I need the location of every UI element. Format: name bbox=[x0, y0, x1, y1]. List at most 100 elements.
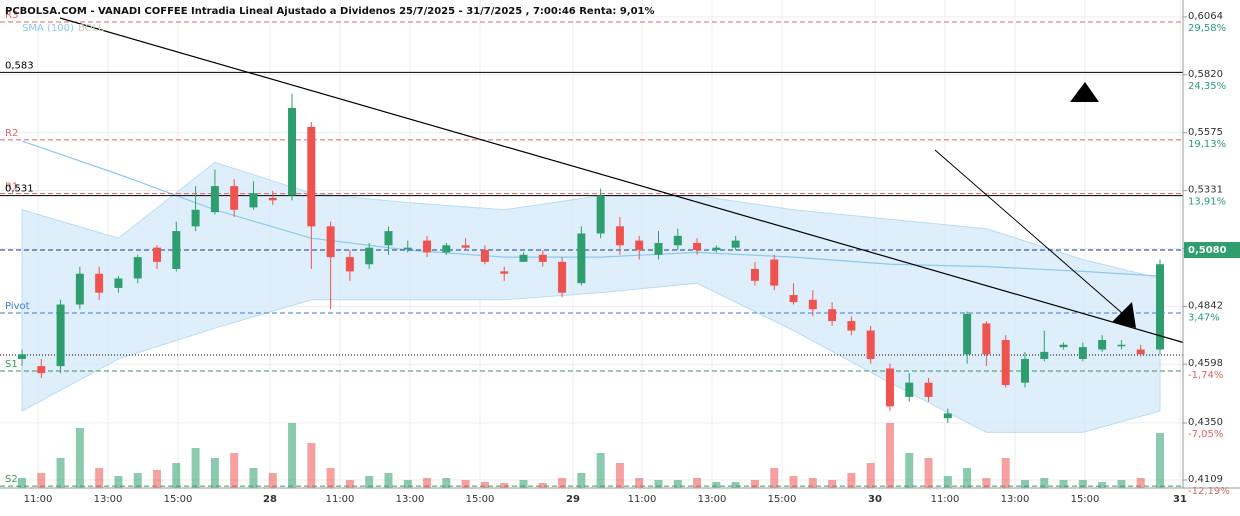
candle-body bbox=[153, 247, 162, 262]
candle-body bbox=[905, 382, 914, 397]
candle-body bbox=[1040, 351, 1049, 359]
volume-bar bbox=[1078, 480, 1087, 488]
trend-line bbox=[934, 149, 1131, 321]
candle-body bbox=[538, 254, 547, 262]
level-label: Pivot bbox=[5, 301, 30, 312]
candle-body bbox=[114, 278, 123, 288]
volume-bar bbox=[654, 480, 663, 488]
candle-body bbox=[1020, 358, 1029, 383]
volume-bar bbox=[712, 482, 721, 488]
arrow-marker bbox=[1070, 82, 1099, 102]
candle-body bbox=[423, 240, 432, 253]
volume-bar bbox=[673, 480, 682, 488]
candle-body bbox=[963, 313, 972, 355]
volume-bar bbox=[326, 468, 335, 488]
volume-bar bbox=[770, 468, 779, 488]
candle-body bbox=[924, 382, 933, 397]
x-tick-label: 31 bbox=[1173, 494, 1187, 505]
volume-bar bbox=[423, 478, 432, 488]
volume-bar bbox=[365, 476, 374, 488]
volume-bar bbox=[982, 478, 991, 488]
candle-body bbox=[866, 330, 875, 359]
candle-body bbox=[191, 209, 200, 227]
candle-body bbox=[1136, 349, 1145, 355]
volume-bar bbox=[191, 448, 200, 488]
x-tick-label: 11:00 bbox=[326, 494, 355, 505]
candle-body bbox=[384, 231, 393, 246]
candle-body bbox=[1117, 344, 1126, 347]
arrow-marker bbox=[1112, 302, 1136, 328]
candle-body bbox=[673, 235, 682, 246]
volume-bar bbox=[1098, 482, 1107, 488]
candle-body bbox=[712, 247, 721, 251]
volume-bar bbox=[538, 483, 547, 488]
y-tick-pct-label: -12,19% bbox=[1188, 486, 1230, 497]
candle-body bbox=[828, 309, 837, 322]
y-tick-pct-label: 24,35% bbox=[1188, 81, 1226, 92]
candle-body bbox=[750, 268, 759, 281]
volume-bar bbox=[210, 458, 219, 488]
level-label: R1 bbox=[5, 182, 18, 193]
level-label: 0,531 bbox=[5, 184, 34, 195]
x-tick-label: 11:00 bbox=[931, 494, 960, 505]
volume-bar bbox=[114, 476, 123, 488]
last-price-label: 0,5080 bbox=[1188, 245, 1227, 256]
candle-body bbox=[885, 368, 894, 407]
volume-bar bbox=[37, 473, 46, 488]
volume-bar bbox=[249, 468, 258, 488]
x-tick-label: 15:00 bbox=[164, 494, 193, 505]
volume-bar bbox=[1059, 480, 1068, 488]
volume-bar bbox=[963, 468, 972, 488]
volume-bar bbox=[230, 453, 239, 488]
volume-bar bbox=[403, 480, 412, 488]
candle-body bbox=[307, 126, 316, 227]
volume-bar bbox=[307, 443, 316, 488]
x-tick-label: 28 bbox=[263, 494, 277, 505]
volume-bar bbox=[828, 480, 837, 488]
volume-bar bbox=[288, 423, 297, 488]
candle-body bbox=[345, 257, 354, 272]
volume-bar bbox=[750, 480, 759, 488]
bollinger-band bbox=[21, 161, 1161, 433]
volume-bar bbox=[1001, 458, 1010, 488]
level-label: S1 bbox=[5, 359, 18, 370]
x-tick-label: 13:00 bbox=[94, 494, 123, 505]
candle-body bbox=[693, 242, 702, 251]
x-tick-label: 11:00 bbox=[24, 494, 53, 505]
candle-body bbox=[1001, 340, 1010, 386]
candle-body bbox=[403, 247, 412, 250]
volume-bar bbox=[731, 482, 740, 488]
candle-body bbox=[18, 354, 26, 359]
y-tick-label: 0,4109 bbox=[1188, 474, 1223, 485]
x-tick-label: 29 bbox=[566, 494, 580, 505]
candle-body bbox=[982, 323, 991, 355]
y-tick-label: 0,5575 bbox=[1188, 127, 1223, 138]
candle-body bbox=[37, 366, 46, 374]
volume-bar bbox=[693, 478, 702, 488]
candle-body bbox=[210, 186, 219, 213]
candle-body bbox=[577, 233, 586, 284]
y-tick-label: 0,4598 bbox=[1188, 358, 1223, 369]
volume-bar bbox=[1040, 478, 1049, 488]
volume-bar bbox=[924, 458, 933, 488]
volume-bar bbox=[268, 473, 277, 488]
volume-bar bbox=[1156, 433, 1164, 488]
candle-body bbox=[500, 271, 509, 274]
candle-body bbox=[133, 257, 142, 279]
candle-body bbox=[1059, 344, 1068, 348]
candle-body bbox=[770, 259, 779, 286]
volume-bar bbox=[808, 478, 817, 488]
volume-bar bbox=[635, 478, 644, 488]
volume-bar bbox=[943, 476, 952, 488]
y-tick-pct-label: 19,13% bbox=[1188, 139, 1226, 150]
y-tick-label: 0,5331 bbox=[1188, 185, 1223, 196]
candle-body bbox=[56, 304, 65, 367]
x-tick-label: 30 bbox=[868, 494, 882, 505]
candle-body bbox=[1098, 340, 1107, 350]
y-tick-label: 0,4842 bbox=[1188, 300, 1223, 311]
candle-body bbox=[808, 299, 817, 310]
legend-entry: BOLL bbox=[78, 23, 104, 34]
level-label: R3 bbox=[5, 10, 18, 21]
candle-body bbox=[365, 247, 374, 265]
candle-body bbox=[268, 197, 277, 201]
